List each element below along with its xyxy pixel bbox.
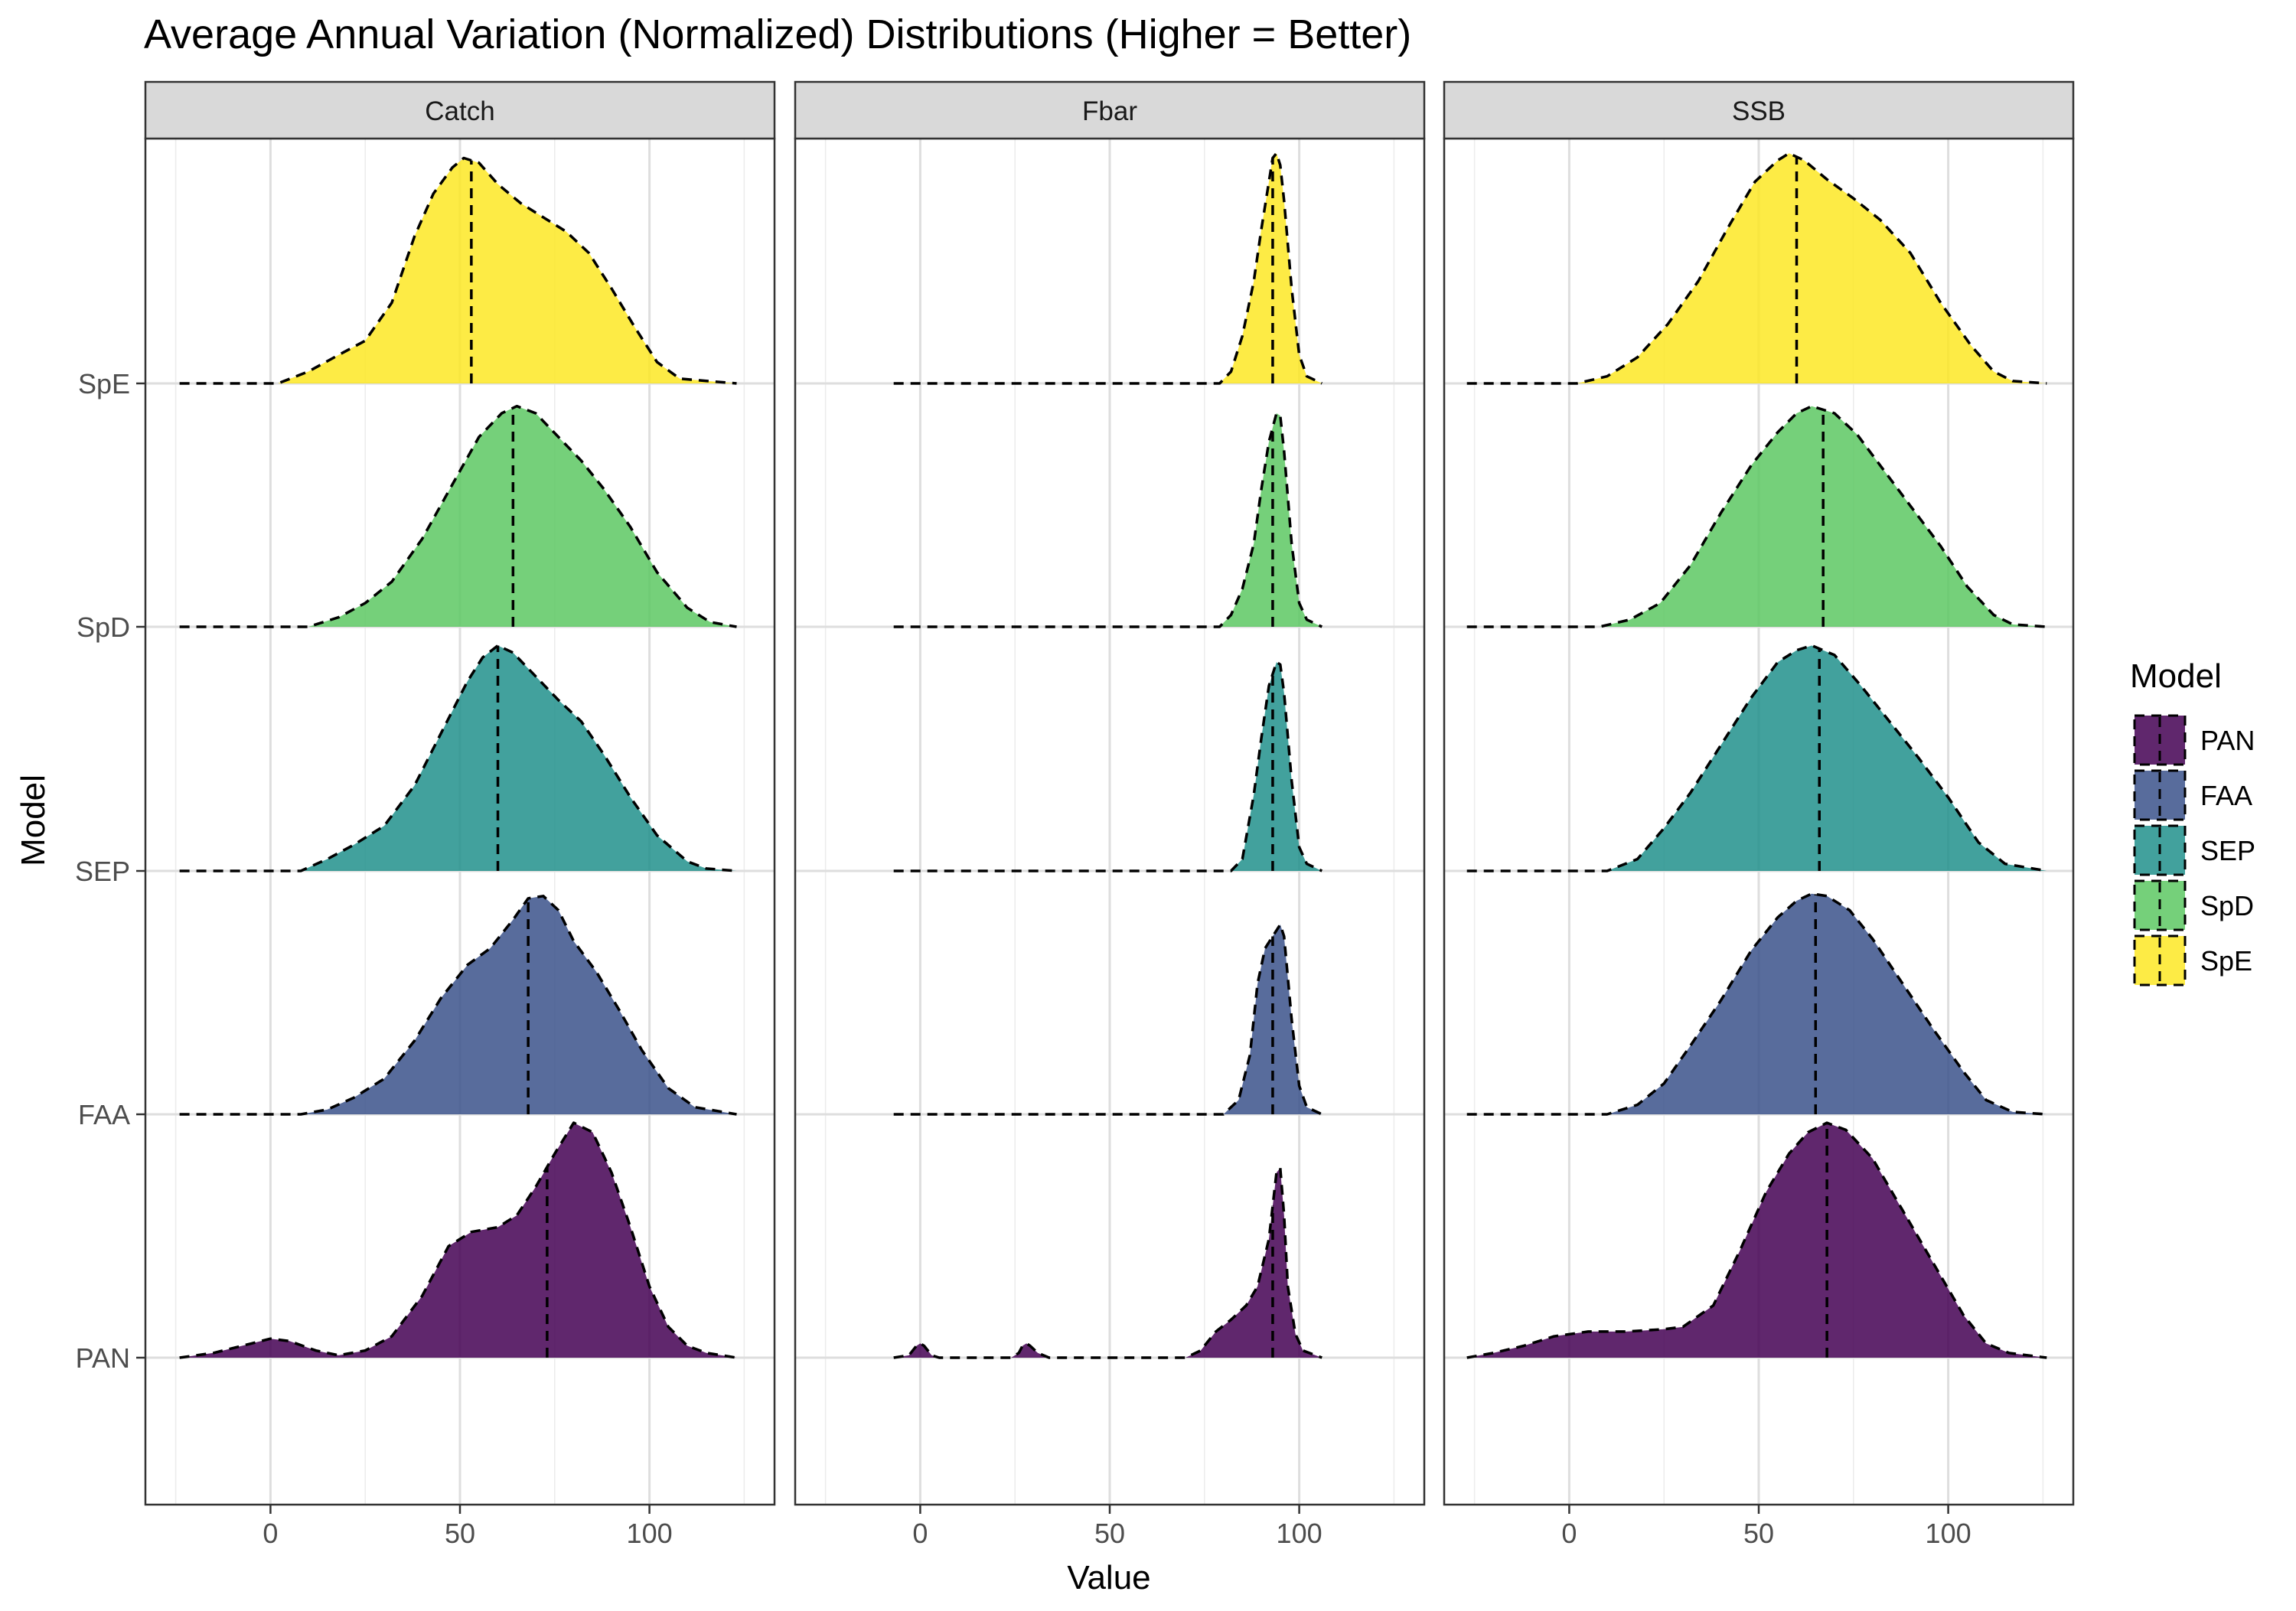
ridge-area-pan [893, 1168, 1322, 1358]
x-tick-label: 0 [912, 1518, 928, 1549]
legend-title: Model [2130, 657, 2222, 695]
ridge-outline-faa [893, 923, 1323, 1116]
ridge-outline-pan [893, 1166, 1322, 1359]
ridge-outline-sep [179, 644, 737, 872]
ridge-area-faa [179, 895, 737, 1114]
y-tick-label: PAN [76, 1342, 130, 1374]
x-tick-label: 0 [263, 1518, 278, 1549]
ridge-outline-pan [1466, 1121, 2047, 1359]
strip-label: SSB [1732, 96, 1786, 126]
strip-label: Catch [425, 96, 494, 126]
x-tick-label: 50 [1743, 1518, 1774, 1549]
strip-background [794, 80, 1426, 140]
strip-background [144, 80, 776, 140]
strip-label: Fbar [1082, 96, 1137, 126]
ridge-outline-spd [179, 404, 737, 628]
y-axis-label: Model [15, 775, 52, 866]
ridge-outline-sep [1466, 644, 2047, 872]
ridge-area-spe [1466, 153, 2047, 384]
ridge-area-spd [179, 406, 737, 627]
strip-background [1443, 80, 2075, 140]
x-tick-label: 100 [627, 1518, 673, 1549]
ridge-outline-faa [1466, 892, 2047, 1116]
y-tick-label: SpD [77, 611, 130, 643]
ridge-area-faa [893, 925, 1322, 1114]
legend-label-sep: SEP [2200, 835, 2255, 866]
ridge-area-sep [893, 662, 1322, 871]
x-tick-label: 50 [445, 1518, 475, 1549]
panels-layer: Catch 0 50 100 Fbar 0 50 100 SSB 0 50 100 [144, 80, 2075, 1549]
ridge-outline-sep [893, 660, 1323, 872]
legend: Model PAN FAA SEP SpD SpE [2130, 657, 2255, 986]
chart-title: Average Annual Variation (Normalized) Di… [144, 11, 1411, 57]
ridge-outline-spe [1466, 152, 2047, 385]
y-ticks-layer: PAN FAA SEP SpD SpE [75, 368, 145, 1374]
panel-fbar: Fbar 0 50 100 [794, 80, 1426, 1549]
y-tick-label: FAA [78, 1099, 130, 1130]
legend-label-spd: SpD [2200, 890, 2254, 921]
panel-ssb: SSB 0 50 100 [1443, 80, 2075, 1549]
legend-label-spe: SpE [2200, 945, 2252, 977]
x-tick-label: 100 [1277, 1518, 1322, 1549]
legend-items: PAN FAA SEP SpD SpE [2133, 714, 2255, 986]
ridge-outline-spd [893, 412, 1323, 628]
ridge-area-spe [893, 153, 1322, 384]
ridge-outline-spe [179, 156, 737, 385]
x-tick-label: 50 [1094, 1518, 1125, 1549]
x-tick-label: 100 [1926, 1518, 1971, 1549]
x-axis-label: Value [1067, 1559, 1150, 1596]
ridge-area-faa [1466, 893, 2047, 1114]
panel-catch: Catch 0 50 100 [144, 80, 776, 1549]
ridge-area-spd [893, 413, 1322, 627]
legend-label-faa: FAA [2200, 780, 2252, 811]
y-tick-label: SpE [78, 368, 130, 399]
ridge-area-pan [1466, 1123, 2047, 1358]
legend-label-pan: PAN [2200, 725, 2255, 756]
ridge-area-spe [179, 158, 737, 383]
y-tick-label: SEP [75, 856, 130, 887]
ridge-area-sep [1466, 645, 2047, 871]
x-tick-label: 0 [1561, 1518, 1577, 1549]
ridge-area-sep [179, 645, 737, 871]
ridge-outline-spd [1466, 404, 2047, 628]
ridge-outline-pan [179, 1121, 737, 1359]
ridge-area-spd [1466, 406, 2047, 627]
